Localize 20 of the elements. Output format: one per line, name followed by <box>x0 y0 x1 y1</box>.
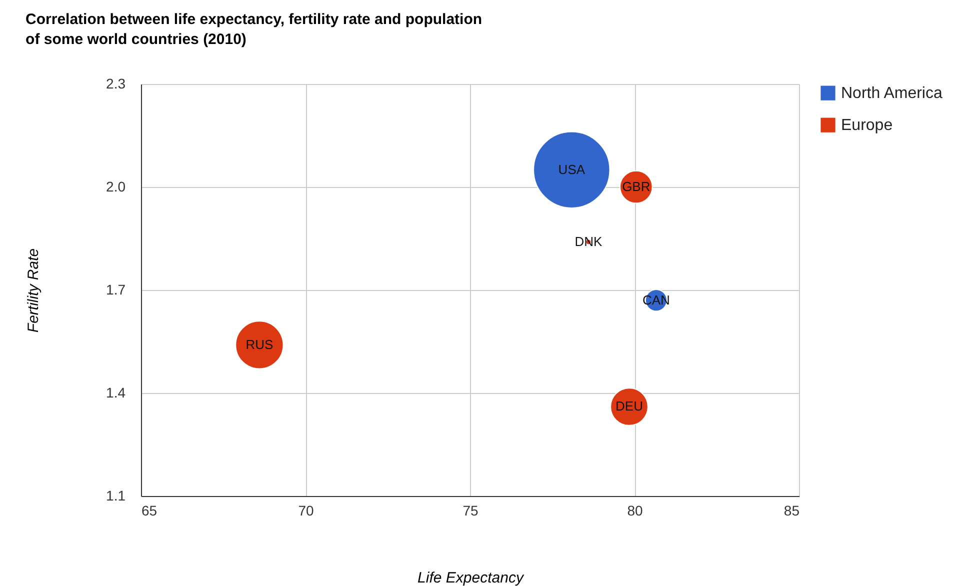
x-tick-label: 65 <box>142 502 158 518</box>
y-tick-label: 1.7 <box>106 282 126 298</box>
y-tick-label: 1.4 <box>106 384 126 400</box>
y-tick-label: 1.1 <box>106 488 126 504</box>
annotation: DEU <box>616 398 643 414</box>
annotation: RUS <box>246 336 274 352</box>
legend-label: Europe <box>841 117 893 134</box>
chart-title: Correlation between life expectancy, fertility rate and population of some world countries (2010) <box>26 11 482 48</box>
y-axis-title: Fertility Rate <box>25 248 42 333</box>
x-tick-label: 85 <box>784 502 800 518</box>
x-tick-label: 75 <box>462 502 478 518</box>
annotation: DNK <box>574 234 602 249</box>
annotation: USA <box>558 162 586 177</box>
y-tick-label: 2.0 <box>106 178 126 194</box>
y-tick-label: 2.3 <box>106 76 126 92</box>
x-axis-title: Life Expectancy <box>418 570 525 586</box>
legend-label: North America <box>841 85 942 102</box>
x-tick-label: 80 <box>627 502 643 518</box>
x-tick-label: 70 <box>298 502 314 518</box>
annotation: GBR <box>622 179 650 194</box>
